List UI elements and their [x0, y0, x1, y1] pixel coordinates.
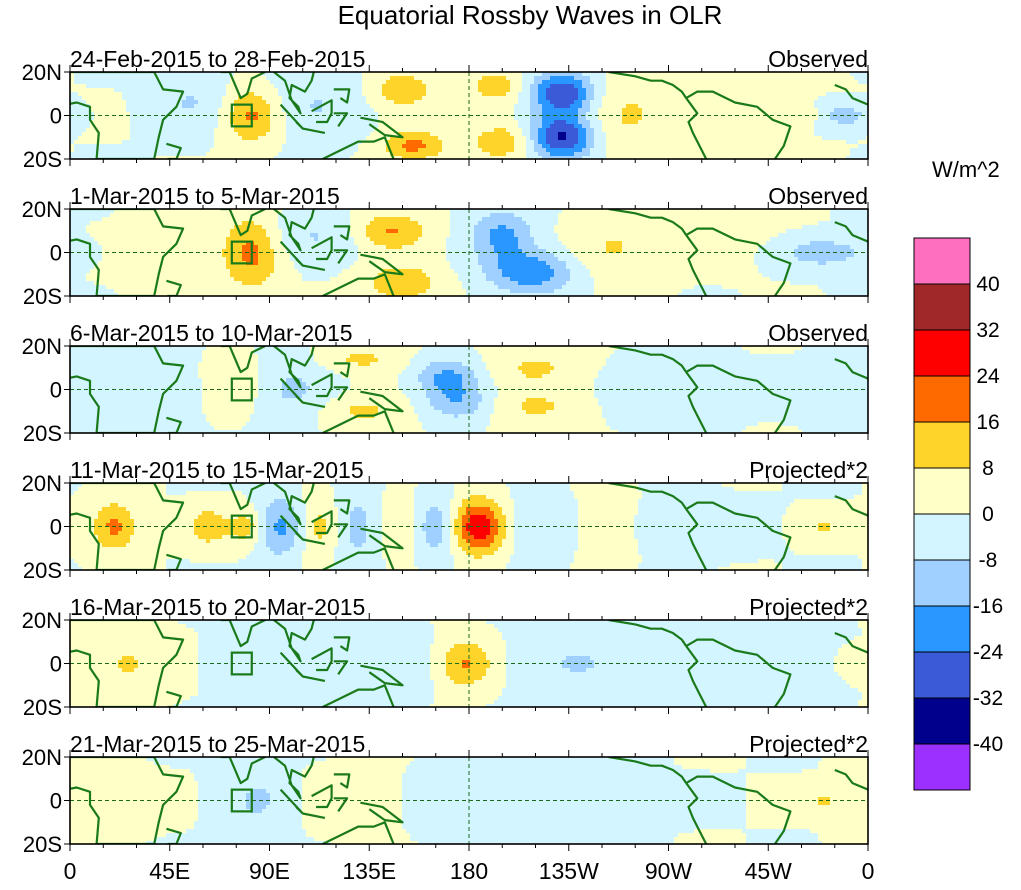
olr-anomaly-field: [70, 483, 868, 570]
x-tick-label: 90E: [249, 858, 290, 884]
colorbar-level-label: 8: [982, 457, 994, 480]
y-tick-label: 20N: [22, 608, 62, 633]
y-tick-label: 0: [50, 515, 62, 540]
y-tick-label: 20S: [23, 284, 62, 309]
y-tick-label: 20S: [23, 147, 62, 172]
x-tick-label: 180: [450, 858, 488, 884]
panel-period-label: 16-Mar-2015 to 20-Mar-2015: [70, 594, 365, 620]
coastlines: [70, 620, 868, 707]
colorbar-swatch: [913, 237, 971, 285]
colorbar-level-label: -32: [973, 687, 1003, 710]
colorbar-swatch: [913, 651, 971, 699]
colorbar-level-label: -16: [973, 595, 1003, 618]
x-tick-label: 0: [862, 858, 875, 884]
chart-title: Equatorial Rossby Waves in OLR: [338, 0, 723, 30]
panel-type-label: Observed: [768, 46, 868, 72]
olr-anomaly-field: [70, 757, 868, 844]
panel-6: 20N 0 20S 21-Mar-2015 to 25-Mar-2015 Project…: [22, 731, 869, 857]
olr-anomaly-field: [70, 346, 868, 433]
panel-1: 20N 0 20S 24-Feb-2015 to 28-Feb-2015 Observe…: [22, 46, 869, 172]
panel-period-label: 1-Mar-2015 to 5-Mar-2015: [70, 183, 340, 209]
y-tick-label: 0: [50, 241, 62, 266]
x-axis: 0 45E 90E 135E 180 135W 90W 45W 0: [64, 858, 875, 884]
olr-anomaly-field: [70, 72, 868, 159]
y-tick-label: 0: [50, 104, 62, 129]
colorbar-swatch: [913, 513, 971, 561]
x-tick-label: 45W: [745, 858, 793, 884]
colorbar-level-label: 0: [982, 503, 994, 526]
colorbar-level-label: -8: [979, 549, 998, 572]
panel-type-label: Projected*2: [749, 457, 868, 483]
panel-type-label: Observed: [768, 183, 868, 209]
y-tick-label: 20S: [23, 832, 62, 857]
y-tick-label: 20S: [23, 695, 62, 720]
coastlines: [70, 346, 868, 433]
panel-3: 20N 0 20S 6-Mar-2015 to 10-Mar-2015 Observed: [22, 320, 869, 446]
colorbar-level-label: -40: [973, 733, 1003, 756]
colorbar-swatch: [913, 375, 971, 423]
y-tick-label: 0: [50, 652, 62, 677]
colorbar-swatch: [913, 329, 971, 377]
panel-5: 20N 0 20S 16-Mar-2015 to 20-Mar-2015 Project…: [22, 594, 869, 720]
x-tick-label: 90W: [645, 858, 693, 884]
y-tick-label: 0: [50, 378, 62, 403]
panel-period-label: 11-Mar-2015 to 15-Mar-2015: [70, 457, 364, 483]
y-tick-label: 20S: [23, 558, 62, 583]
olr-anomaly-field: [70, 209, 868, 296]
colorbar-swatch: [913, 697, 971, 745]
olr-anomaly-field: [70, 620, 868, 707]
colorbar-swatch: [913, 421, 971, 469]
y-tick-label: 0: [50, 789, 62, 814]
colorbar-level-label: 40: [976, 273, 999, 296]
y-tick-label: 20N: [22, 197, 62, 222]
y-tick-label: 20N: [22, 60, 62, 85]
y-tick-label: 20N: [22, 745, 62, 770]
x-tick-label: 135E: [342, 858, 396, 884]
panel-type-label: Observed: [768, 320, 868, 346]
colorbar-level-label: 24: [976, 365, 1000, 388]
colorbar-level-label: 32: [976, 319, 999, 342]
coastlines: [70, 72, 868, 159]
panel-2: 20N 0 20S 1-Mar-2015 to 5-Mar-2015 Observed: [22, 183, 869, 309]
colorbar-swatch: [913, 559, 971, 607]
colorbar-swatch: [913, 283, 971, 331]
colorbar: 40 32 24 16 8 0 -8 -16 -24 -32 -40: [913, 237, 1004, 791]
colorbar-swatch: [913, 743, 971, 791]
y-tick-label: 20N: [22, 471, 62, 496]
colorbar-level-label: -24: [973, 641, 1004, 664]
coastlines: [70, 209, 868, 296]
coastlines: [70, 757, 868, 844]
panels: 20N 0 20S 24-Feb-2015 to 28-Feb-2015 Observe…: [22, 46, 869, 857]
panel-period-label: 24-Feb-2015 to 28-Feb-2015: [70, 46, 365, 72]
y-tick-label: 20N: [22, 334, 62, 359]
panel-type-label: Projected*2: [749, 731, 868, 757]
coastlines: [70, 483, 868, 570]
x-tick-label: 45E: [149, 858, 190, 884]
panel-4: 20N 0 20S 11-Mar-2015 to 15-Mar-2015 Project…: [22, 457, 869, 583]
colorbar-swatch: [913, 605, 971, 653]
x-tick-label: 0: [64, 858, 77, 884]
panel-period-label: 6-Mar-2015 to 10-Mar-2015: [70, 320, 353, 346]
panel-type-label: Projected*2: [749, 594, 868, 620]
colorbar-unit-label: W/m^2: [932, 157, 1000, 182]
colorbar-level-label: 16: [976, 411, 999, 434]
y-tick-label: 20S: [23, 421, 62, 446]
colorbar-swatch: [913, 467, 971, 515]
panel-period-label: 21-Mar-2015 to 25-Mar-2015: [70, 731, 365, 757]
x-tick-label: 135W: [539, 858, 599, 884]
